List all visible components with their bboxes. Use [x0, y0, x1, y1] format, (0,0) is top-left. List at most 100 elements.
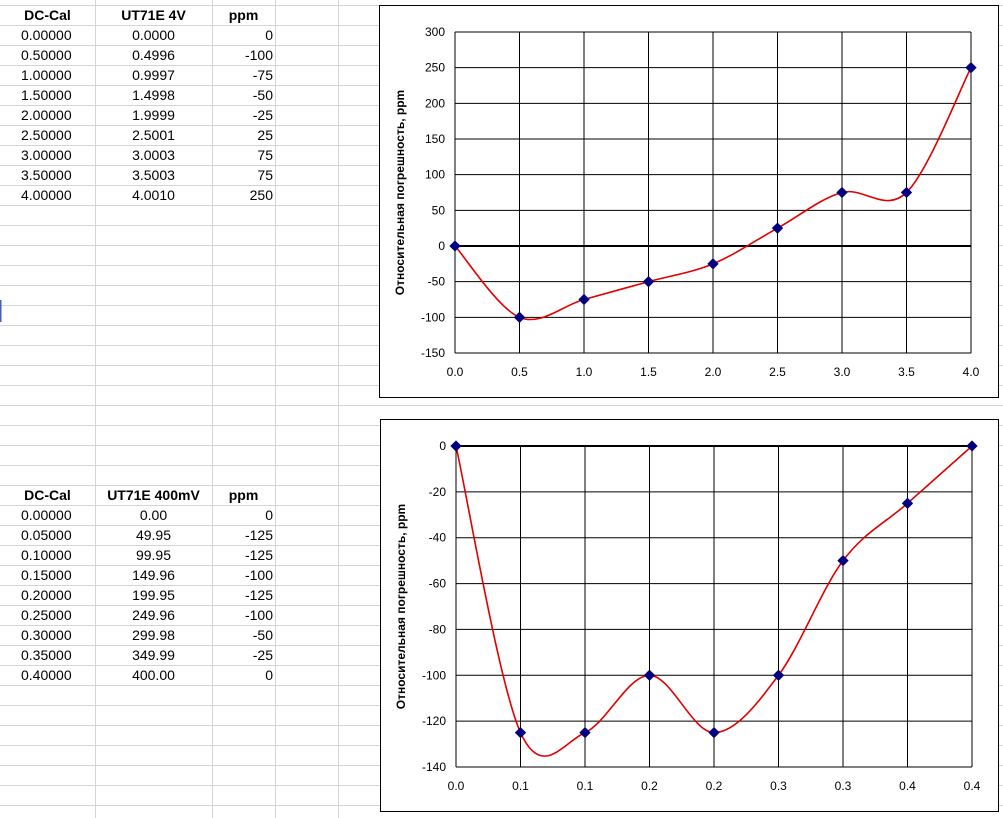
table-cell[interactable]: 149.96 [132, 567, 175, 583]
y-tick-label: -150 [421, 346, 445, 360]
table-cell[interactable]: 4.00000 [21, 187, 72, 203]
chart-400mv-error[interactable]: -140 -120 -100 -80 -60 -40 -20 0 0.0 0.1 0.1 0.2 0.2… [380, 419, 999, 812]
column-header[interactable]: ppm [228, 487, 259, 503]
data-point-marker[interactable] [579, 726, 591, 739]
table-cell[interactable]: 1.50000 [21, 87, 72, 103]
data-point-marker[interactable] [771, 222, 784, 234]
y-tick-label: 250 [425, 61, 445, 75]
data-point-marker[interactable] [707, 258, 719, 270]
y-tick-label: -120 [422, 714, 446, 728]
column-header[interactable]: UT71E 4V [121, 7, 186, 23]
table-cell[interactable]: 0 [265, 667, 273, 683]
table-cell[interactable]: -100 [244, 607, 273, 623]
table-cell[interactable]: 4.0010 [132, 187, 175, 203]
table-cell[interactable]: -125 [244, 587, 273, 603]
table-cell[interactable]: 0 [265, 27, 273, 43]
table-cell[interactable]: -125 [244, 547, 273, 563]
table-cell[interactable]: 0.35000 [21, 647, 72, 663]
data-point-marker[interactable] [837, 554, 849, 567]
y-tick-label: -100 [422, 668, 446, 682]
table-cell[interactable]: 199.95 [132, 587, 175, 603]
data-point-marker[interactable] [836, 186, 848, 199]
series-line [455, 445, 973, 757]
data-point-marker[interactable] [708, 726, 720, 739]
table-cell[interactable]: 0.4996 [132, 47, 175, 63]
table-cell[interactable]: 0.00 [139, 507, 168, 523]
data-point-marker[interactable] [450, 440, 462, 452]
table-cell[interactable]: 0.05000 [21, 527, 72, 543]
x-tick-label: 3.5 [898, 365, 915, 379]
chart-4v-svg: -150 -100 -50 0 50 100 150 200 250 300 0.0 0.5 1.0 1.… [393, 25, 980, 379]
chart-4v-error[interactable]: -150 -100 -50 0 50 100 150 200 250 300 0.0 0.5 1.0 1.… [379, 5, 999, 398]
table-cell[interactable]: 3.00000 [21, 147, 72, 163]
table-cell[interactable]: 2.50000 [21, 127, 72, 143]
table-cell[interactable]: 2.00000 [21, 107, 72, 123]
y-tick-label: -80 [429, 622, 447, 636]
table-cell[interactable]: 1.00000 [21, 67, 72, 83]
table-cell[interactable]: 400.00 [132, 667, 175, 683]
table-cell[interactable]: -25 [252, 647, 273, 663]
table-cell[interactable]: 250 [249, 187, 273, 203]
data-point-marker[interactable] [900, 186, 913, 199]
column-header[interactable]: DC-Cal [24, 7, 71, 23]
table-cell[interactable]: -75 [252, 67, 273, 83]
x-tick-label: 0.5 [511, 365, 528, 379]
table-cell[interactable]: 1.9999 [132, 107, 175, 123]
data-point-marker[interactable] [643, 669, 656, 681]
y-tick-label: 150 [425, 132, 445, 146]
table-cell[interactable]: 299.98 [132, 627, 175, 643]
x-tick-label: 3.0 [834, 365, 851, 379]
table-cell[interactable]: -50 [252, 627, 273, 643]
x-tick-label: 0.1 [512, 779, 529, 793]
x-tick-label: 0.1 [577, 779, 594, 793]
table-cell[interactable]: 75 [257, 167, 273, 183]
column-header[interactable]: UT71E 400mV [107, 487, 200, 503]
table-cell[interactable]: 3.50000 [21, 167, 72, 183]
y-tick-label: 50 [432, 203, 446, 217]
y-axis-label: Относительная погрешность, ppm [393, 90, 407, 295]
table-cell[interactable]: 3.0003 [132, 147, 175, 163]
data-point-marker[interactable] [578, 293, 590, 306]
table-cell[interactable]: 0 [265, 507, 273, 523]
data-point-marker[interactable] [642, 276, 655, 288]
table-cell[interactable]: 0.9997 [132, 67, 175, 83]
column-header[interactable]: ppm [228, 7, 259, 23]
x-tick-label: 0.4 [899, 779, 916, 793]
x-tick-label: 0.0 [447, 365, 464, 379]
table-cell[interactable]: 0.0000 [132, 27, 175, 43]
table-cell[interactable]: 0.40000 [21, 667, 72, 683]
table-cell[interactable]: 0.10000 [21, 547, 72, 563]
table-cell[interactable]: 3.5003 [132, 167, 175, 183]
table-cell[interactable]: 1.4998 [132, 87, 175, 103]
y-tick-label: 200 [425, 96, 445, 110]
data-point-marker[interactable] [514, 726, 527, 739]
column-header[interactable]: DC-Cal [24, 487, 71, 503]
table-cell[interactable]: 0.20000 [21, 587, 72, 603]
table-cell[interactable]: 0.15000 [21, 567, 72, 583]
table-cell[interactable]: 0.25000 [21, 607, 72, 623]
table-cell[interactable]: 49.95 [135, 527, 172, 543]
x-tick-label: 0.0 [448, 779, 465, 793]
table-cell[interactable]: 0.00000 [21, 27, 72, 43]
table-cell[interactable]: -125 [244, 527, 273, 543]
table-cell[interactable]: 75 [257, 147, 273, 163]
table-cell[interactable]: 0.00000 [21, 507, 72, 523]
table-cell[interactable]: 2.5001 [132, 127, 175, 143]
table-cell[interactable]: 249.96 [132, 607, 175, 623]
x-tick-label: 1.5 [640, 365, 657, 379]
chart-400mv-svg: -140 -120 -100 -80 -60 -40 -20 0 0.0 0.1 0.1 0.2 0.2… [394, 439, 981, 793]
data-point-marker[interactable] [965, 62, 977, 74]
y-tick-label: -40 [429, 531, 447, 545]
table-cell[interactable]: 25 [257, 127, 273, 143]
table-cell[interactable]: 99.95 [135, 547, 172, 563]
table-cell[interactable]: -100 [244, 567, 273, 583]
table-cell[interactable]: 349.99 [132, 647, 175, 663]
table-cell[interactable]: -100 [244, 47, 273, 63]
y-axis-label: Относительная погрешность, ppm [394, 504, 408, 709]
table-cell[interactable]: -50 [252, 87, 273, 103]
data-point-marker[interactable] [513, 311, 526, 323]
data-point-marker[interactable] [901, 497, 914, 509]
table-cell[interactable]: 0.30000 [21, 627, 72, 643]
table-cell[interactable]: 0.50000 [21, 47, 72, 63]
table-cell[interactable]: -25 [252, 107, 273, 123]
